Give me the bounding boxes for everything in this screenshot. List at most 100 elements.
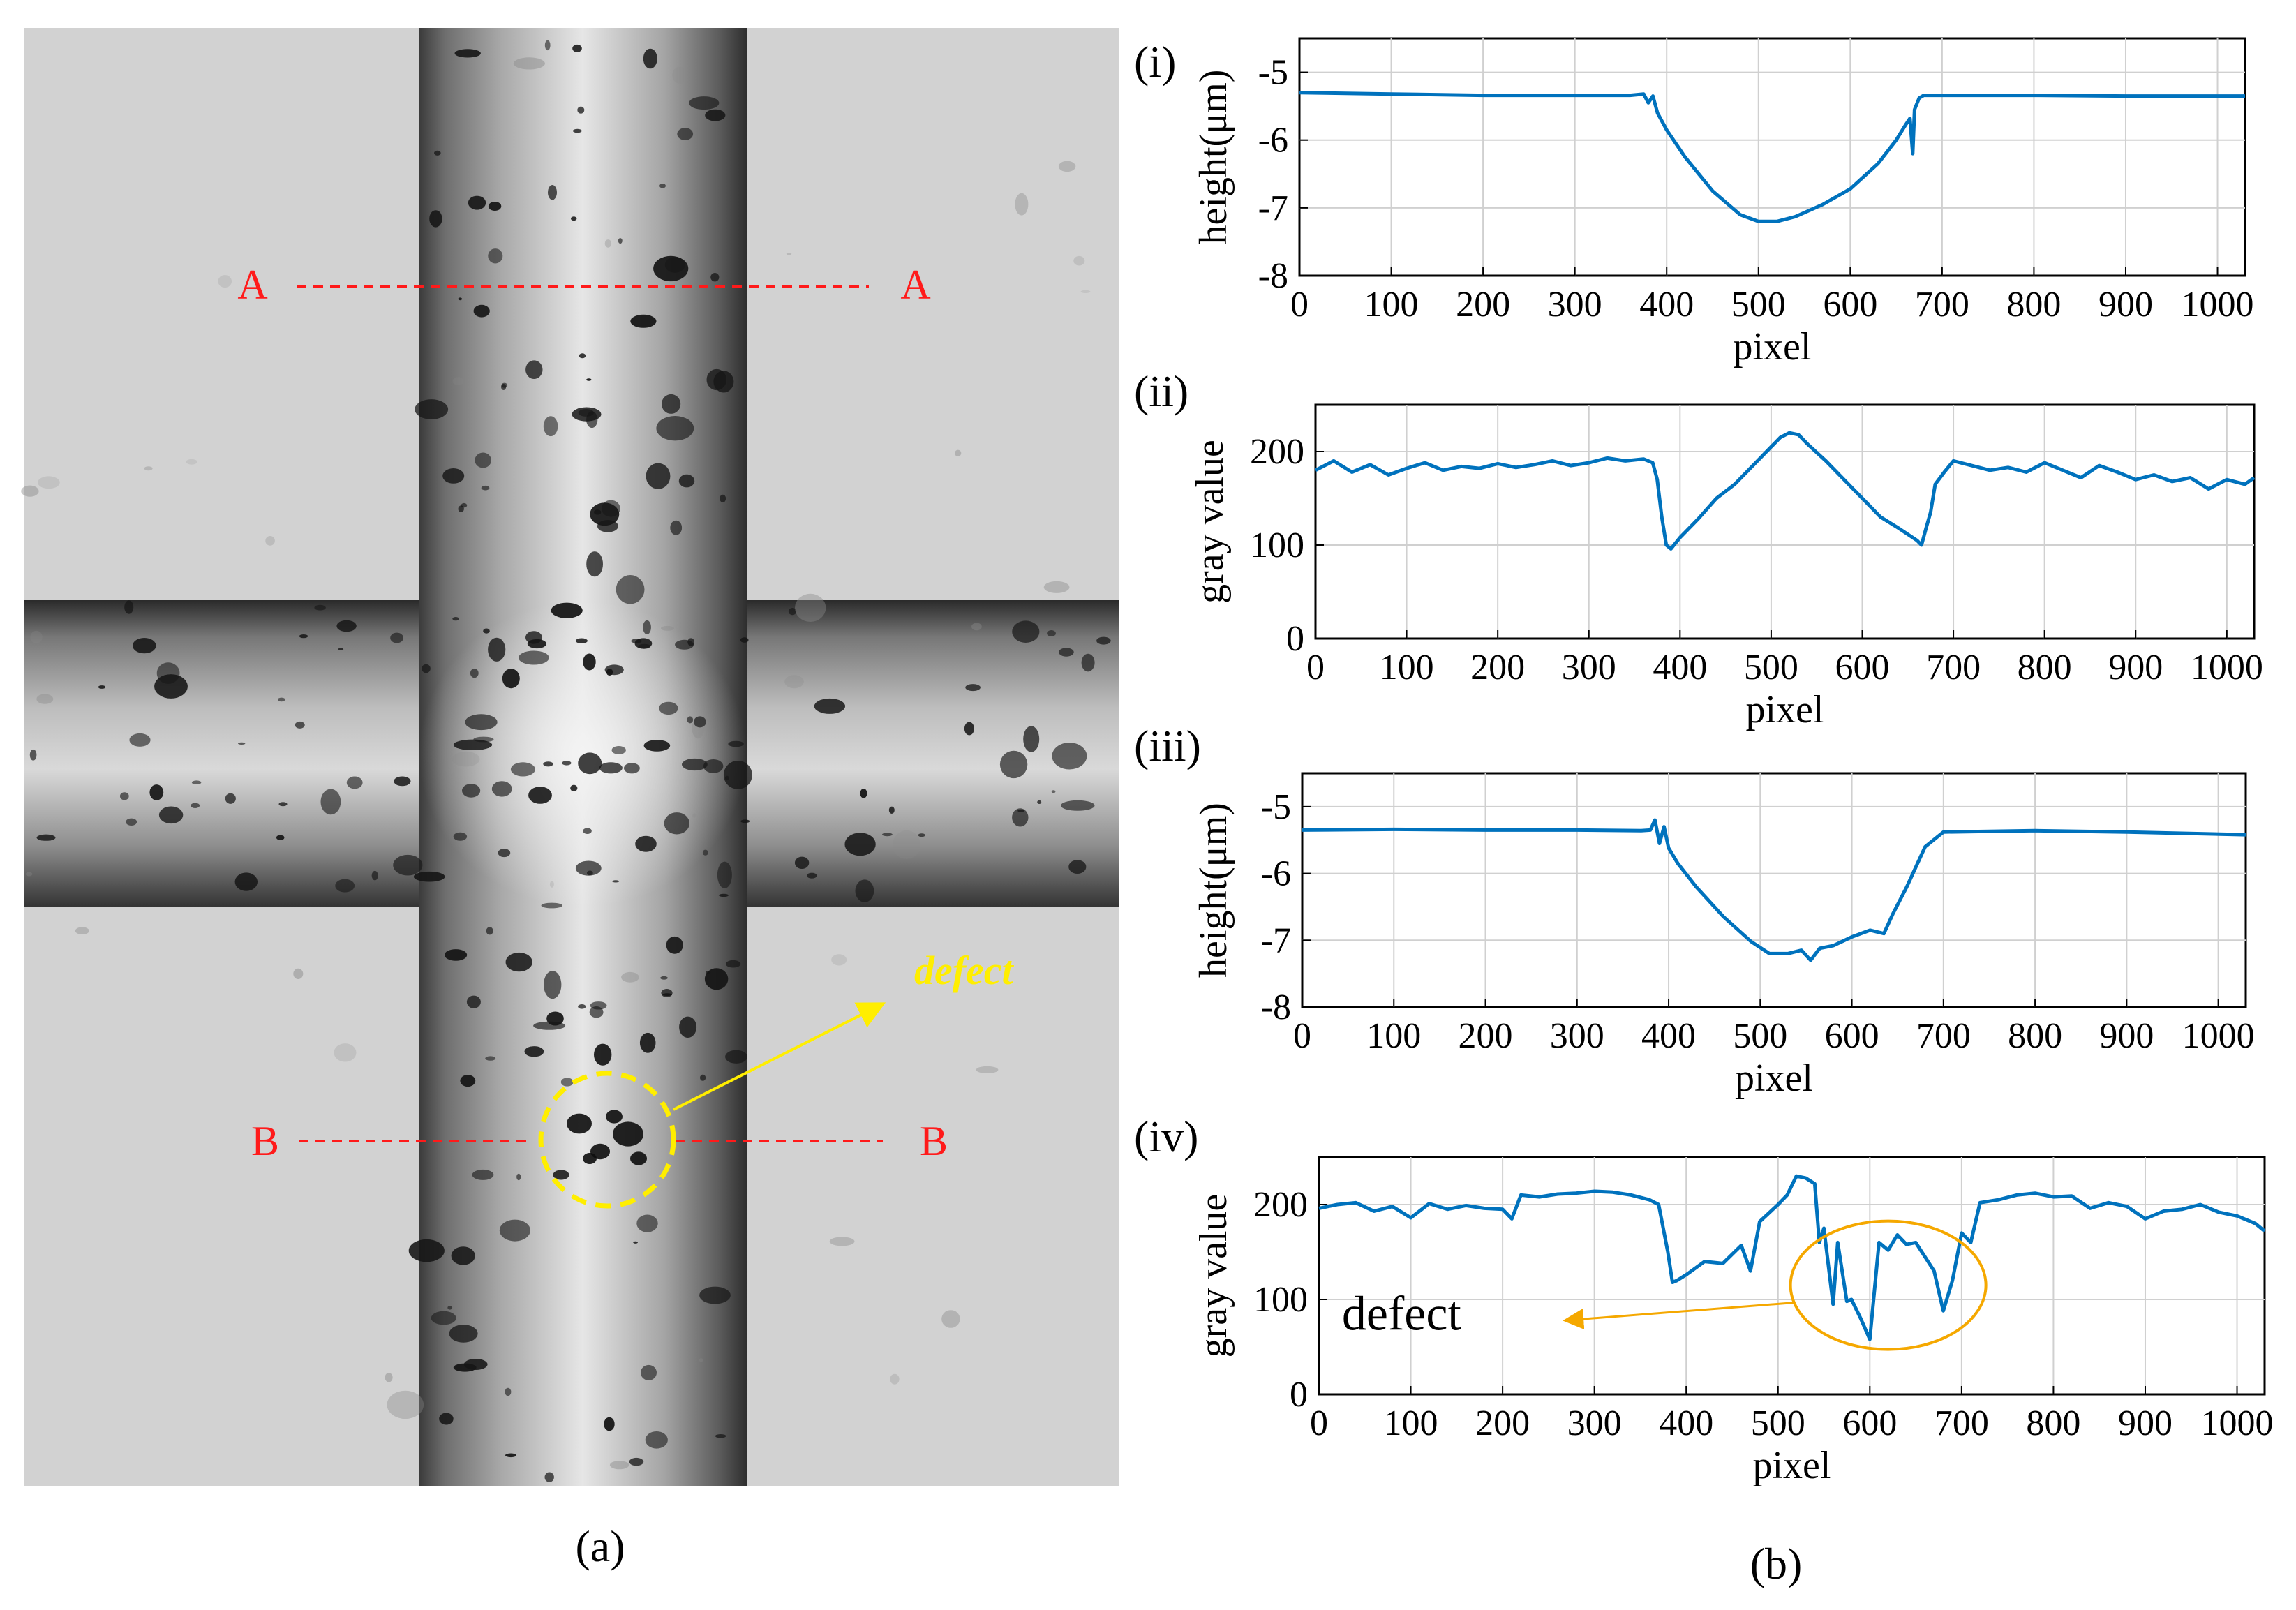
panel-label: (iii) bbox=[1134, 721, 1201, 770]
stain bbox=[572, 44, 582, 52]
chart-gray-aa: 0 100 200 300 400 500 600 700 800 900 1000 0 100 200 p… bbox=[1134, 366, 2263, 731]
stain bbox=[831, 954, 847, 966]
panel-label: (ii) bbox=[1134, 366, 1188, 416]
stain bbox=[560, 1078, 574, 1087]
stain bbox=[893, 830, 920, 859]
stain bbox=[544, 971, 562, 999]
stain bbox=[594, 1043, 612, 1066]
stain bbox=[604, 1417, 615, 1431]
stain bbox=[965, 684, 981, 692]
stain bbox=[653, 255, 689, 282]
stain bbox=[1052, 743, 1087, 770]
x-tick-label: 0 bbox=[1293, 1016, 1311, 1056]
y-tick-label: -8 bbox=[1258, 256, 1288, 296]
stain bbox=[1081, 653, 1095, 672]
stain bbox=[715, 1434, 726, 1438]
stain bbox=[682, 758, 708, 771]
x-axis-label: pixel bbox=[1735, 1057, 1813, 1100]
stain bbox=[670, 520, 683, 535]
stain bbox=[498, 849, 511, 858]
stain bbox=[656, 416, 694, 441]
stain bbox=[1015, 193, 1029, 216]
stain bbox=[882, 833, 893, 837]
stain bbox=[624, 763, 640, 774]
y-axis-label: gray value bbox=[1192, 1194, 1235, 1358]
stain bbox=[278, 697, 285, 702]
stain bbox=[829, 1237, 855, 1246]
stain bbox=[740, 637, 749, 643]
y-axis-label: height(μm) bbox=[1192, 803, 1235, 978]
stain bbox=[439, 1413, 454, 1425]
stain bbox=[191, 780, 202, 784]
stain bbox=[335, 879, 355, 893]
stain bbox=[971, 623, 982, 631]
stain bbox=[314, 604, 326, 611]
data-line bbox=[1299, 91, 2245, 223]
stain bbox=[447, 1306, 453, 1310]
section-label-b-left: B bbox=[251, 1118, 279, 1164]
stain bbox=[334, 1043, 357, 1062]
plot-area bbox=[1314, 403, 2256, 640]
x-tick-label: 400 bbox=[1653, 648, 1707, 687]
defect-stain bbox=[630, 1151, 647, 1165]
stain bbox=[579, 353, 586, 359]
stain bbox=[525, 631, 542, 644]
panel-a-caption: (a) bbox=[575, 1521, 625, 1571]
stain bbox=[679, 1016, 697, 1038]
stain bbox=[699, 1358, 703, 1362]
stain bbox=[485, 1056, 496, 1061]
panel-label: (iv) bbox=[1134, 1112, 1198, 1161]
stain bbox=[488, 202, 502, 211]
stain bbox=[636, 1214, 658, 1232]
x-tick-label: 0 bbox=[1306, 648, 1325, 687]
y-tick-label: -5 bbox=[1258, 53, 1288, 93]
stain bbox=[234, 872, 258, 891]
stain bbox=[387, 1390, 424, 1419]
stain bbox=[590, 502, 620, 526]
stain bbox=[265, 536, 275, 546]
stain bbox=[1023, 726, 1040, 752]
stain bbox=[1096, 636, 1111, 645]
stain bbox=[646, 463, 671, 489]
stain bbox=[664, 812, 689, 835]
stain bbox=[415, 399, 449, 419]
x-tick-label: 300 bbox=[1550, 1016, 1604, 1056]
stain bbox=[706, 971, 711, 974]
defect-stain bbox=[613, 1121, 643, 1147]
stain bbox=[225, 793, 236, 804]
stain bbox=[460, 1075, 476, 1087]
stain bbox=[472, 1169, 494, 1180]
stain bbox=[422, 664, 431, 673]
stain bbox=[1012, 808, 1029, 827]
stain bbox=[786, 253, 792, 255]
stain bbox=[505, 1453, 516, 1458]
stain bbox=[888, 806, 895, 814]
x-tick-label: 600 bbox=[1835, 648, 1889, 687]
x-tick-label: 600 bbox=[1825, 1016, 1879, 1056]
stain bbox=[717, 861, 732, 888]
stain bbox=[604, 664, 624, 676]
stain bbox=[795, 593, 826, 623]
stain bbox=[413, 871, 445, 882]
stain bbox=[524, 1046, 544, 1057]
stain bbox=[465, 714, 498, 731]
defect-stain bbox=[567, 1113, 592, 1134]
y-axis-label: height(μm) bbox=[1192, 70, 1235, 245]
panel-label: (i) bbox=[1134, 37, 1176, 87]
stain bbox=[583, 653, 596, 671]
x-tick-label: 600 bbox=[1823, 285, 1877, 325]
stain bbox=[659, 184, 666, 188]
stain bbox=[543, 416, 558, 437]
data-line bbox=[1314, 431, 2256, 551]
stain bbox=[25, 872, 33, 877]
stain bbox=[119, 792, 129, 800]
section-label-a-left: A bbox=[237, 262, 267, 308]
stain bbox=[470, 669, 479, 678]
x-axis-label: pixel bbox=[1753, 1444, 1831, 1487]
trench-crossing-glow bbox=[419, 600, 747, 907]
chart-height-aa: 0 100 200 300 400 500 600 700 800 900 1000 -8 -7 -6 -5… bbox=[1134, 37, 2254, 368]
x-tick-label: 900 bbox=[2108, 648, 2163, 687]
x-tick-label: 700 bbox=[1926, 648, 1981, 687]
stain bbox=[133, 638, 156, 654]
stain bbox=[481, 485, 490, 491]
